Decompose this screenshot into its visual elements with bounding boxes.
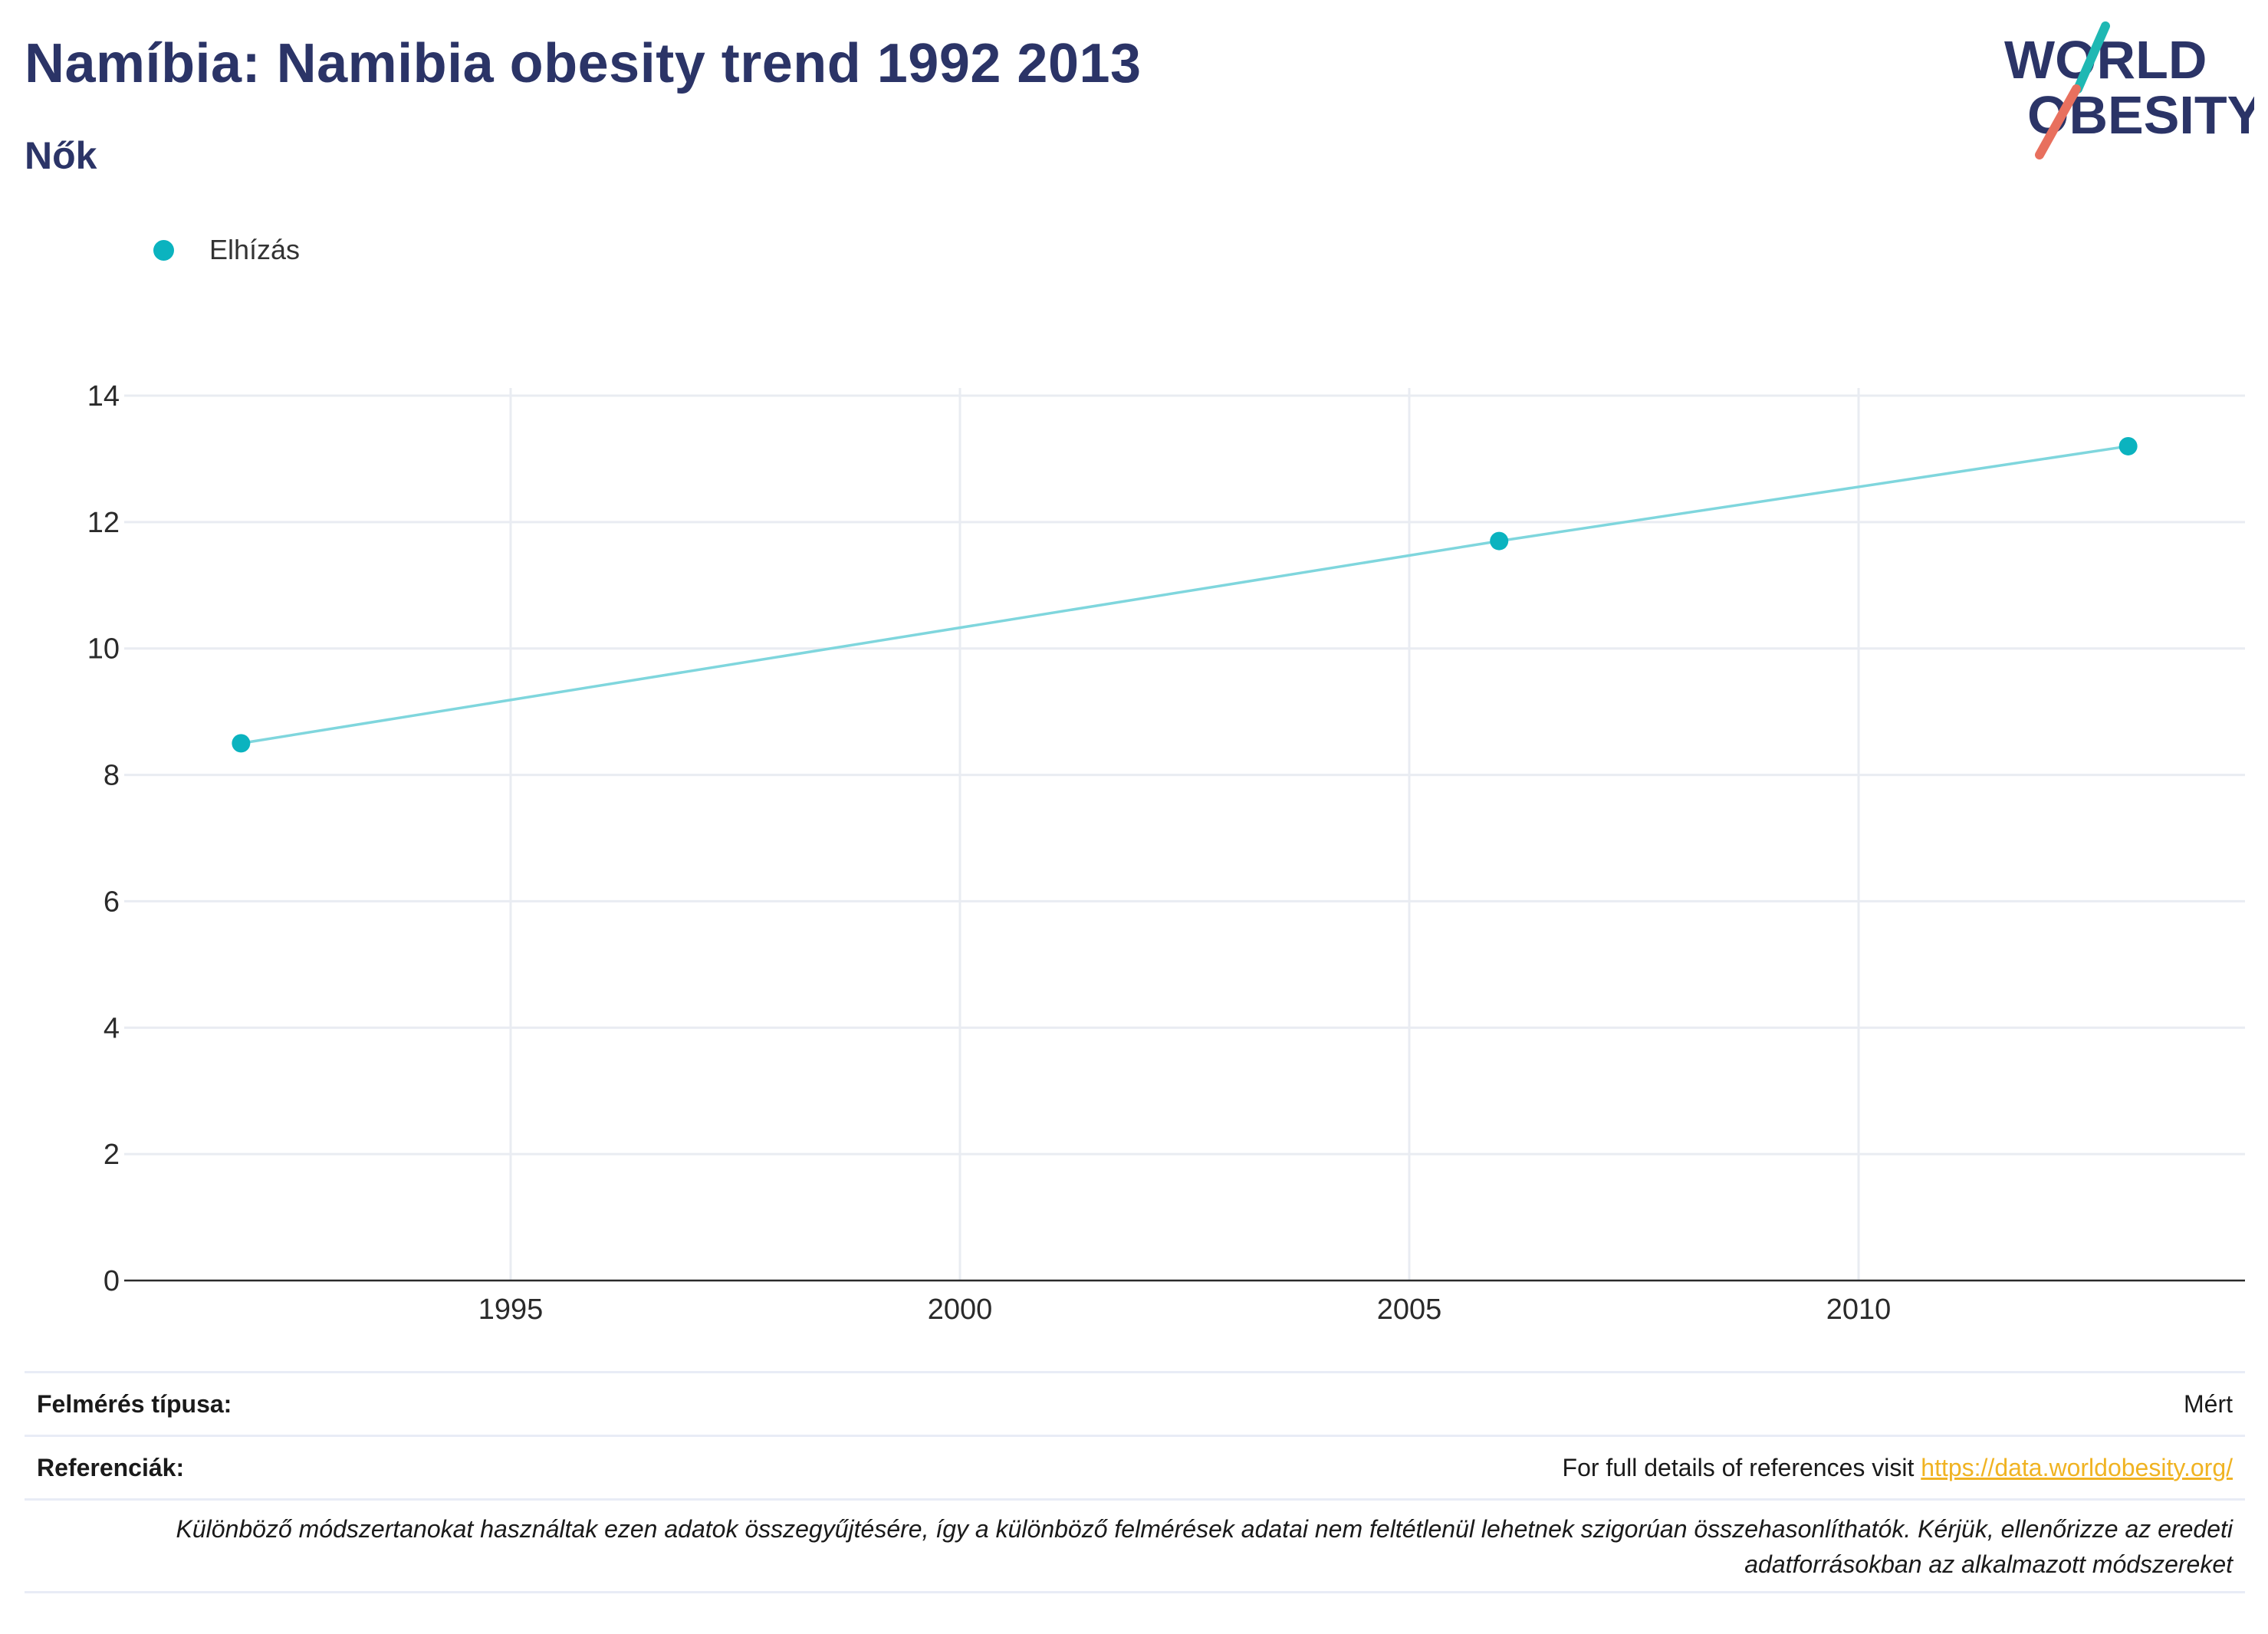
logo-line-world: WORLD bbox=[2004, 30, 2207, 90]
grid bbox=[124, 388, 2245, 1281]
world-obesity-logo: WORLD OBESITY bbox=[2004, 21, 2254, 159]
y-tick-label: 8 bbox=[104, 760, 120, 792]
data-point[interactable] bbox=[2118, 436, 2138, 455]
x-tick-label: 2000 bbox=[928, 1294, 993, 1326]
series-elhizas bbox=[232, 436, 2138, 753]
line-chart: 0 2 4 6 8 10 12 14 1995 2000 2005 2010 bbox=[87, 380, 2245, 1326]
references-text: For full details of references visit bbox=[1562, 1453, 1921, 1481]
x-tick-label: 2005 bbox=[1377, 1294, 1442, 1326]
x-tick-label: 2010 bbox=[1826, 1294, 1892, 1326]
survey-type-row: Felmérés típusa: Mért bbox=[25, 1371, 2245, 1435]
series-line bbox=[241, 445, 2128, 745]
references-row: Referenciák: For full details of referen… bbox=[25, 1435, 2245, 1498]
methodology-note: Különböző módszertanokat használtak ezen… bbox=[25, 1498, 2245, 1593]
survey-type-value: Mért bbox=[2184, 1389, 2233, 1418]
chart-legend: Elhízás bbox=[153, 227, 300, 273]
references-link[interactable]: https://data.worldobesity.org/ bbox=[1921, 1453, 2233, 1481]
y-tick-label: 12 bbox=[87, 507, 120, 539]
y-tick-label: 4 bbox=[104, 1012, 120, 1044]
logo-coral-slash bbox=[2035, 84, 2081, 159]
data-point[interactable] bbox=[232, 734, 251, 753]
y-tick-label: 14 bbox=[87, 380, 120, 413]
chart-subtitle: Nők bbox=[25, 134, 97, 177]
legend-marker bbox=[153, 239, 174, 261]
y-tick-label: 0 bbox=[104, 1265, 120, 1297]
legend-label: Elhízás bbox=[209, 234, 301, 265]
data-point[interactable] bbox=[1490, 531, 1509, 551]
chart-title: Namíbia: Namibia obesity trend 1992 2013 bbox=[25, 33, 1142, 94]
references-value: For full details of references visit htt… bbox=[1563, 1454, 2233, 1482]
chart-footer: Felmérés típusa: Mért Referenciák: For f… bbox=[25, 1371, 2245, 1593]
y-tick-label: 6 bbox=[104, 886, 120, 918]
y-tick-label: 2 bbox=[104, 1139, 120, 1171]
axes: 0 2 4 6 8 10 12 14 1995 2000 2005 2010 bbox=[87, 380, 2245, 1326]
x-tick-label: 1995 bbox=[478, 1294, 544, 1326]
logo-teal-slash bbox=[2073, 21, 2110, 94]
references-label: Referenciák: bbox=[37, 1453, 185, 1481]
y-tick-label: 10 bbox=[87, 633, 120, 666]
survey-type-label: Felmérés típusa: bbox=[37, 1389, 232, 1418]
